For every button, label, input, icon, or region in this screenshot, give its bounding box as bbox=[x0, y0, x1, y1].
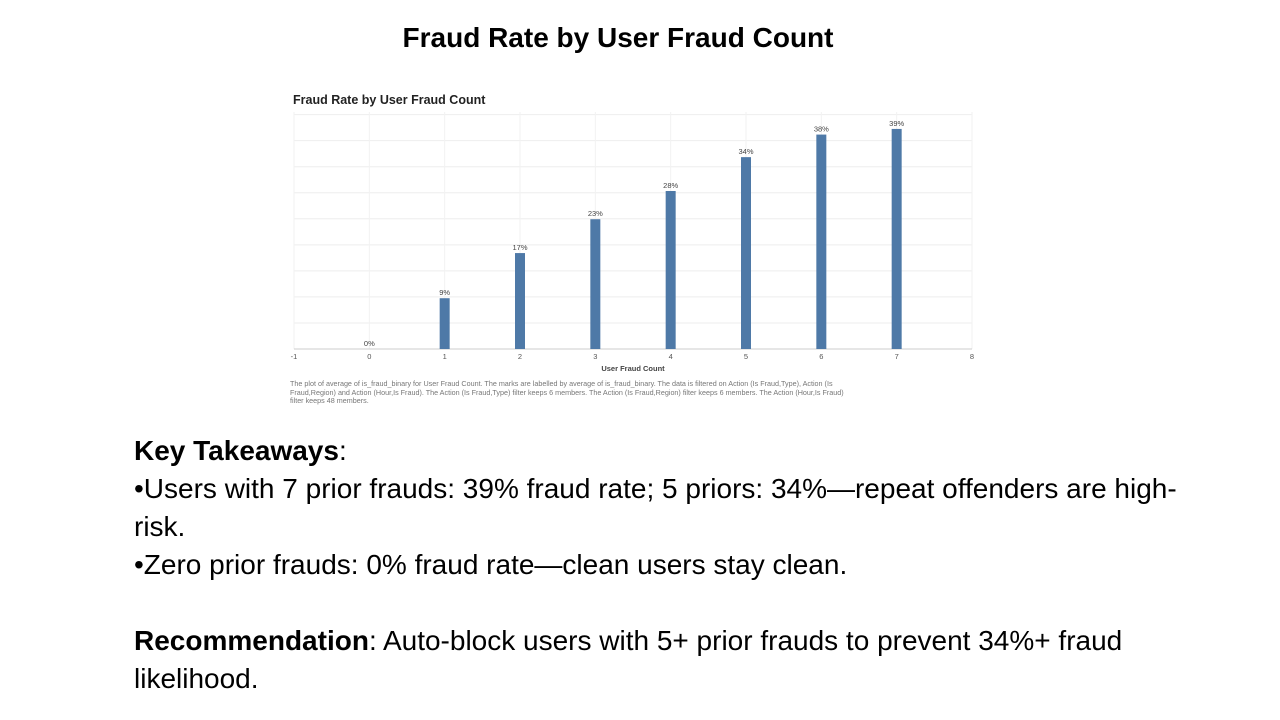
bar-value-label: 0% bbox=[364, 339, 375, 348]
bar bbox=[816, 134, 827, 349]
x-axis-title: User Fraud Count bbox=[601, 364, 665, 373]
x-tick-label: 8 bbox=[970, 352, 974, 361]
takeaways-heading-suffix: : bbox=[338, 435, 347, 466]
chart-caption: The plot of average of is_fraud_binary f… bbox=[290, 379, 980, 406]
bar-value-label: 23% bbox=[588, 209, 603, 218]
x-tick-label: 0 bbox=[367, 352, 371, 361]
bar bbox=[515, 253, 525, 349]
caption-line: Fraud,Region) and Action (Hour,Is Fraud)… bbox=[290, 387, 844, 397]
x-tick-label: 1 bbox=[443, 352, 447, 361]
bar-value-label: 17% bbox=[512, 243, 527, 252]
x-tick-label: 6 bbox=[819, 352, 823, 361]
bar bbox=[665, 191, 676, 349]
x-tick-label: 2 bbox=[518, 352, 522, 361]
caption-line: filter keeps 48 members. bbox=[290, 396, 369, 406]
spacer bbox=[134, 584, 1214, 622]
slide-title: Fraud Rate by User Fraud Count bbox=[402, 22, 834, 53]
bar-value-label: 28% bbox=[663, 181, 678, 190]
x-tick-label: -1 bbox=[291, 352, 298, 361]
x-tick-label: 7 bbox=[895, 352, 899, 361]
takeaways-section: Key Takeaways: •Users with 7 prior fraud… bbox=[134, 432, 1214, 698]
bar-value-label: 34% bbox=[738, 147, 753, 156]
takeaway-bullet-1: •Users with 7 prior frauds: 39% fraud ra… bbox=[134, 473, 1177, 542]
x-tick-label: 5 bbox=[744, 352, 748, 361]
bar bbox=[590, 219, 601, 349]
takeaway-bullet-2: •Zero prior frauds: 0% fraud rate—clean … bbox=[134, 549, 848, 580]
recommendation-label: Recommendation bbox=[134, 625, 369, 656]
chart-title: Fraud Rate by User Fraud Count bbox=[293, 93, 486, 107]
bar-value-label: 38% bbox=[814, 125, 829, 134]
bar bbox=[741, 157, 751, 349]
bar bbox=[439, 298, 450, 349]
bar-value-label: 9% bbox=[439, 288, 450, 297]
bar bbox=[891, 128, 902, 349]
x-tick-label: 4 bbox=[669, 352, 673, 361]
takeaways-heading-line: Key Takeaways: bbox=[134, 432, 1214, 470]
recommendation-text: : Auto-block users with 5+ prior frauds … bbox=[134, 625, 1123, 694]
caption-line: The plot of average of is_fraud_binary f… bbox=[290, 379, 833, 388]
bar-value-label: 39% bbox=[889, 119, 904, 128]
takeaways-heading: Key Takeaways bbox=[134, 435, 339, 466]
bar-chart: 0% 9% 17% 23% 28% 34% 38% 39% -1 0 1 2 3 4 5 6 7 8 User Fr… bbox=[284, 88, 984, 418]
recommendation: Recommendation: Auto-block users with 5+… bbox=[134, 622, 1214, 698]
chart-plot-area: 0% 9% 17% 23% 28% 34% 38% 39% -1 0 1 2 3 4 5 6 7 8 User Fr… bbox=[291, 112, 974, 373]
x-tick-label: 3 bbox=[593, 352, 597, 361]
